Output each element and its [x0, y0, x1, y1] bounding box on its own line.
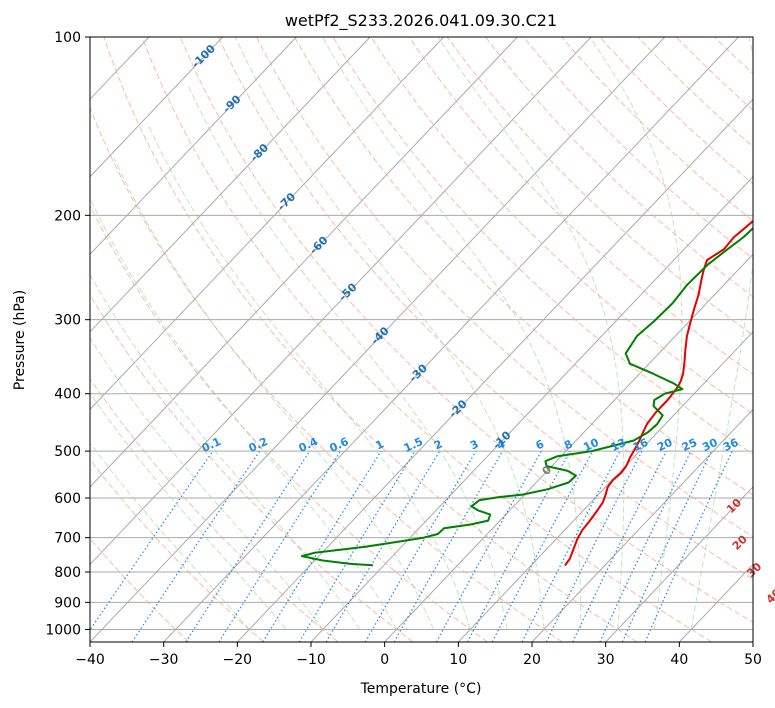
isotherm-line: [236, 98, 753, 642]
background-lines: [90, 37, 753, 642]
moist-adiabat-line: [437, 37, 625, 630]
dry-adiabat-line: [294, 37, 753, 496]
y-tick-label: 800: [54, 565, 81, 581]
moist-adiabat-line: [322, 37, 582, 630]
x-tick-label: 20: [523, 652, 541, 668]
mixing-ratio-line: [298, 450, 416, 642]
x-axis-ticks: −40 −30 −20 −10 0 10 20 30 40 50: [75, 642, 762, 668]
dry-adiabat-line: [90, 106, 563, 642]
y-tick-label: 1000: [45, 622, 81, 638]
dry-adiabat-line: [90, 293, 414, 642]
y-tick-label: 100: [54, 30, 81, 46]
isotherm-line: [90, 37, 445, 411]
x-tick-label: −10: [296, 652, 326, 668]
mixing-ratio-label: 13: [609, 436, 628, 454]
x-tick-label: 0: [380, 652, 389, 668]
isotherm-line: [163, 37, 739, 642]
moist-adiabat-line: [90, 336, 324, 630]
dry-adiabat-line: [90, 204, 488, 642]
isotherm-line: [384, 253, 753, 642]
isotherm-line: [605, 486, 753, 642]
dry-adiabat-line: [332, 37, 753, 455]
y-tick-label: 300: [54, 313, 81, 329]
mixing-ratio-line: [131, 450, 261, 642]
mixing-ratio-line: [644, 450, 733, 642]
moist-adiabat-line: [234, 37, 545, 630]
moist-adiabat-line: [113, 157, 434, 630]
isotherm-line: [90, 37, 371, 333]
y-tick-label: 200: [54, 208, 81, 224]
sounding-profiles: [301, 220, 753, 567]
moist-adiabat-line: [186, 83, 508, 630]
chart-title: wetPf2_S233.2026.041.09.30.C21: [285, 11, 557, 31]
mixing-ratio-line: [218, 450, 342, 642]
moist-adiabat-line: [90, 392, 287, 630]
x-tick-label: 10: [449, 652, 467, 668]
y-tick-label: 900: [54, 595, 81, 611]
mixing-ratio-label: 20: [655, 436, 675, 454]
isotherm-line: [90, 37, 592, 566]
dewpoint-profile-line: [301, 226, 753, 567]
x-tick-label: 30: [597, 652, 615, 668]
x-tick-label: −30: [149, 652, 179, 668]
mixing-ratio-label: 36: [721, 436, 741, 454]
isotherm-line: [90, 37, 224, 178]
mixing-ratio-line: [545, 450, 643, 642]
x-tick-label: −20: [223, 652, 253, 668]
mixing-ratio-line: [262, 450, 382, 642]
x-tick-label: 50: [744, 652, 762, 668]
x-tick-label: 40: [670, 652, 688, 668]
plot-frame: [89, 36, 754, 643]
dry-adiabat-line: [141, 37, 712, 642]
mixing-ratio-label: 10: [581, 436, 601, 454]
x-tick-label: −40: [75, 652, 105, 668]
mixing-ratio-label: 30: [700, 436, 720, 454]
isotherm-line: [90, 37, 518, 488]
isotherm-line: [90, 37, 666, 642]
y-tick-label: 400: [54, 387, 81, 403]
moist-adiabat-line: [589, 37, 683, 630]
dry-adiabat-line: [103, 37, 638, 642]
isotherm-line: [90, 37, 297, 256]
mixing-ratio-line: [393, 450, 504, 642]
isotherm-line: [457, 331, 753, 642]
dry-adiabat-line: [446, 37, 753, 336]
mixing-ratio-line: [572, 450, 667, 642]
y-tick-label: 500: [54, 444, 81, 460]
dry-adiabat-line: [256, 37, 753, 538]
y-tick-label: 600: [54, 491, 81, 507]
dry-adiabat-line: [90, 458, 264, 642]
dry-adiabat-line: [217, 37, 753, 580]
theta-e-label: 40: [764, 586, 775, 606]
moist-adiabat-line: [147, 123, 471, 630]
mixing-ratio-line: [90, 450, 214, 631]
y-axis-ticks: 100 200 300 400 500 600 700 800 900 1000: [45, 30, 90, 638]
dry-adiabat-line: [408, 37, 753, 375]
mixing-ratio-label: 25: [680, 436, 699, 454]
mixing-ratio-line: [185, 450, 311, 642]
mixing-ratio-label: 16: [631, 436, 651, 454]
moist-adiabat-line: [90, 273, 361, 630]
moist-adiabat-line: [690, 37, 753, 630]
moist-adiabat-line: [90, 197, 398, 630]
temperature-profile-line: [564, 220, 753, 567]
x-axis-title: Temperature (°C): [360, 681, 482, 697]
y-axis-title: Pressure (hPa): [12, 290, 28, 390]
y-tick-label: 700: [54, 531, 81, 547]
isotherm-line: [531, 408, 753, 642]
moist-adiabat-line: [90, 442, 250, 630]
mixing-ratio-line: [466, 450, 571, 642]
